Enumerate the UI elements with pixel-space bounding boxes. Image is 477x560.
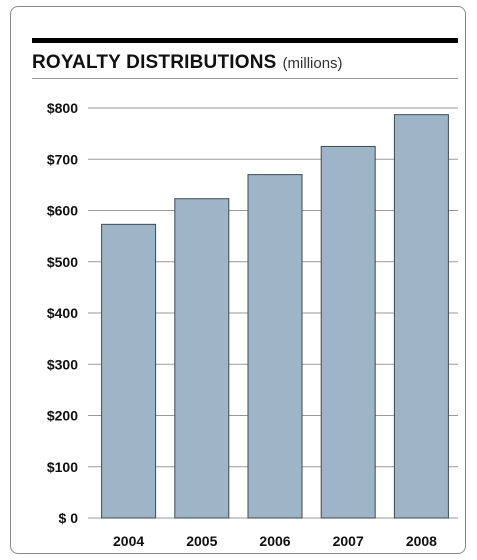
bar-2004: [101, 223, 157, 519]
chart-frame: [10, 6, 466, 554]
bars: [101, 114, 449, 519]
bar-2006: [247, 174, 303, 519]
y-tick-label: $700: [47, 151, 78, 167]
x-tick-label: 2006: [259, 533, 290, 549]
y-tick-label: $500: [47, 254, 78, 270]
x-tick-label: 2004: [113, 533, 144, 549]
y-tick-label: $300: [47, 356, 78, 372]
title-divider: [32, 78, 458, 79]
bar-2008: [393, 114, 449, 519]
y-tick-label: $100: [47, 459, 78, 475]
y-axis-labels: $ 0 $100 $200 $300 $400 $500 $600 $700 $800: [47, 100, 78, 526]
y-tick-label: $600: [47, 203, 78, 219]
chart-title-row: ROYALTY DISTRIBUTIONS (millions): [32, 52, 458, 74]
y-tick-label: $200: [47, 408, 78, 424]
bar-2007: [320, 145, 376, 519]
title-top-bar: [32, 38, 458, 43]
chart-subtitle: (millions): [282, 55, 343, 72]
y-tick-label: $800: [47, 100, 78, 116]
x-tick-label: 2008: [406, 533, 437, 549]
bar-2005: [174, 198, 230, 519]
y-tick-label: $ 0: [59, 510, 79, 526]
x-tick-label: 2007: [333, 533, 364, 549]
x-tick-label: 2005: [186, 533, 217, 549]
y-tick-label: $400: [47, 305, 78, 321]
chart-title: ROYALTY DISTRIBUTIONS: [32, 52, 277, 73]
x-axis-labels: 2004 2005 2006 2007 2008: [113, 533, 437, 549]
